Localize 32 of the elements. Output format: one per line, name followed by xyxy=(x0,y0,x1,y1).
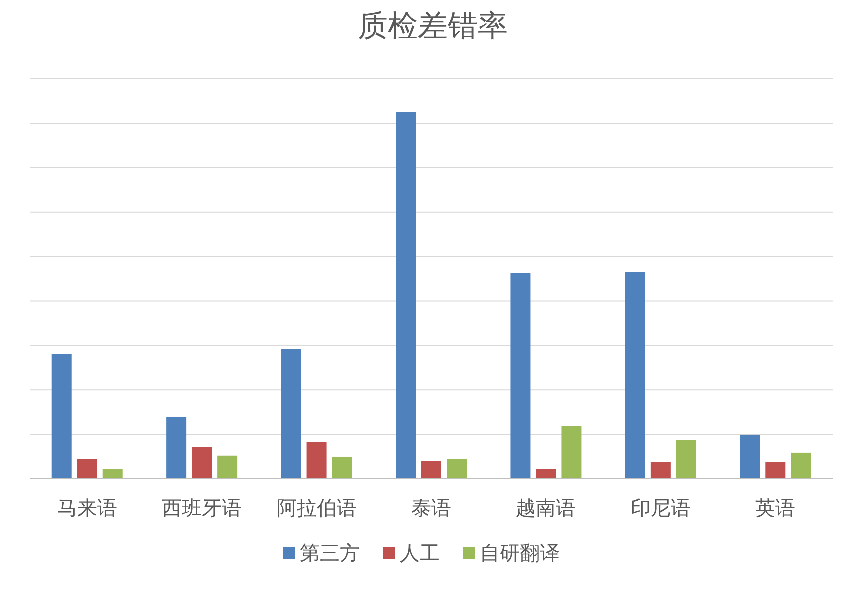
bar xyxy=(102,469,123,479)
chart-title: 质检差错率 xyxy=(358,10,508,43)
legend-label: 人工 xyxy=(400,543,440,565)
bar xyxy=(166,416,187,479)
bar xyxy=(218,456,238,479)
legend-label: 第三方 xyxy=(300,542,360,565)
bar xyxy=(332,456,352,479)
bar xyxy=(306,442,327,479)
bar xyxy=(192,447,212,479)
x-tick-label: 印尼语 xyxy=(630,498,691,520)
x-tick-label: 英语 xyxy=(756,498,796,520)
bar xyxy=(650,462,671,479)
bar xyxy=(396,112,416,479)
bar xyxy=(77,459,98,479)
bar xyxy=(740,434,760,479)
legend-label: 自研翻译 xyxy=(480,543,560,565)
x-tick-label: 西班牙语 xyxy=(162,498,242,520)
bar xyxy=(447,459,467,479)
bar xyxy=(52,354,72,479)
x-tick-label: 马来语 xyxy=(57,498,118,520)
bar xyxy=(676,440,696,479)
bar xyxy=(281,349,302,479)
bar xyxy=(422,461,442,479)
bar xyxy=(766,462,786,479)
bar xyxy=(536,469,556,479)
x-tick-label: 阿拉伯语 xyxy=(276,498,357,520)
bar xyxy=(510,273,531,479)
x-tick-label: 泰语 xyxy=(412,498,452,520)
x-tick-label: 越南语 xyxy=(516,498,576,520)
bar xyxy=(791,452,812,479)
bar xyxy=(625,272,646,479)
bar xyxy=(562,426,582,479)
